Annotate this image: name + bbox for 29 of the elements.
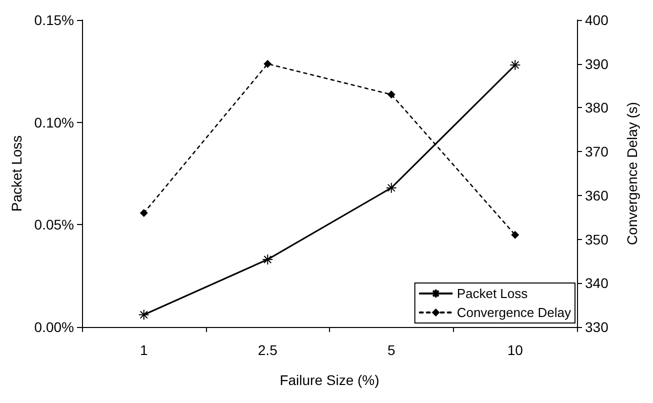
legend-label: Packet Loss (456, 286, 528, 301)
y2-tick-label: 390 (585, 56, 609, 72)
legend-label: Convergence Delay (456, 305, 572, 320)
y2-tick-label: 360 (585, 187, 609, 204)
x-tick-label: 1 (140, 342, 148, 358)
y-tick-label: 0.05% (34, 216, 74, 233)
y2-tick-label: 380 (585, 100, 609, 116)
y2-tick-label: 340 (585, 275, 609, 292)
x-tick-label: 10 (507, 342, 524, 358)
point (386, 182, 397, 194)
x-axis-title: Failure Size (%) (280, 372, 380, 388)
point (511, 230, 520, 239)
x-tick-label: 5 (387, 342, 396, 358)
y-tick-label: 0.00% (34, 319, 74, 335)
point (262, 254, 274, 265)
y2-tick-label: 370 (585, 144, 609, 160)
y2-axis-title: Convergence Delay (s) (624, 102, 640, 246)
point (138, 309, 150, 320)
y2-tick-label: 350 (585, 231, 609, 248)
y-tick-label: 0.15% (34, 12, 74, 28)
y2-tick-label: 330 (585, 319, 609, 335)
x-tick-label: 2.5 (258, 342, 278, 358)
point (387, 90, 396, 99)
y2-tick-label: 400 (585, 12, 609, 28)
point (140, 208, 148, 217)
y-tick-label: 0.10% (34, 114, 74, 130)
point (510, 60, 521, 71)
y-axis-title: Packet Loss (8, 135, 24, 212)
point (264, 60, 272, 68)
